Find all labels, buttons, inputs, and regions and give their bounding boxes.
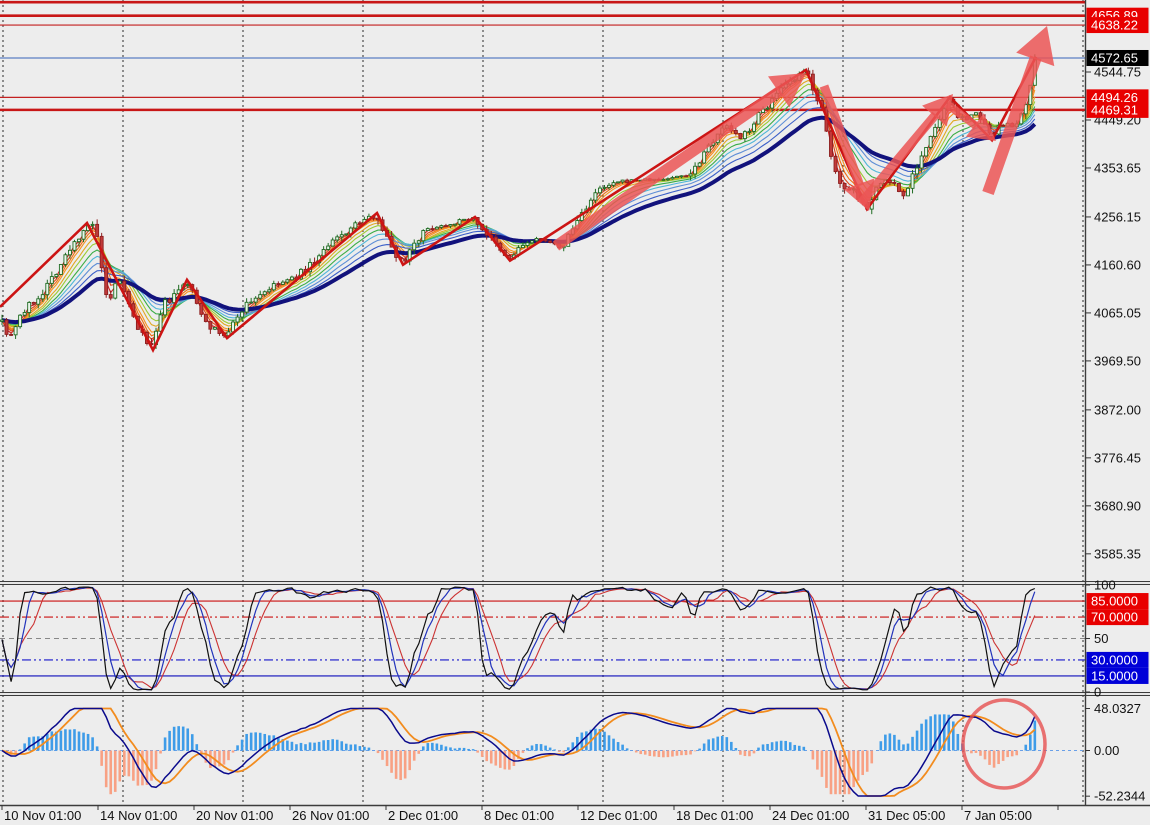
svg-text:3969.50: 3969.50 xyxy=(1094,353,1141,368)
time-label: 31 Dec 05:00 xyxy=(868,808,945,823)
svg-text:0.00: 0.00 xyxy=(1094,743,1119,758)
svg-text:100: 100 xyxy=(1094,578,1116,593)
svg-text:30.0000: 30.0000 xyxy=(1091,652,1138,667)
panel-borders xyxy=(0,0,1150,807)
stoch-panel xyxy=(0,586,1085,691)
trend-arrow[interactable] xyxy=(982,55,1042,195)
price-badge: 4638.22 xyxy=(1091,18,1138,33)
svg-text:4353.65: 4353.65 xyxy=(1094,160,1141,175)
grid-layer xyxy=(2,0,1084,805)
macd-axis[interactable]: 48.0327 0.00 -52.2344 xyxy=(1085,701,1145,804)
time-label: 2 Dec 01:00 xyxy=(388,808,458,823)
time-label: 20 Nov 01:00 xyxy=(196,808,273,823)
circle-annotation[interactable] xyxy=(961,698,1047,790)
svg-text:4160.60: 4160.60 xyxy=(1094,257,1141,272)
trend-arrow[interactable] xyxy=(857,111,940,206)
svg-text:15.0000: 15.0000 xyxy=(1091,668,1138,683)
time-label: 7 Jan 05:00 xyxy=(964,808,1032,823)
svg-text:3585.35: 3585.35 xyxy=(1094,546,1141,561)
svg-text:48.0327: 48.0327 xyxy=(1094,701,1141,716)
time-label: 26 Nov 01:00 xyxy=(292,808,369,823)
svg-text:4256.15: 4256.15 xyxy=(1094,209,1141,224)
time-label: 14 Nov 01:00 xyxy=(100,808,177,823)
price-badge: 4469.31 xyxy=(1091,102,1138,117)
svg-text:4544.75: 4544.75 xyxy=(1094,65,1141,80)
time-label: 18 Dec 01:00 xyxy=(676,808,753,823)
time-label: 12 Dec 01:00 xyxy=(580,808,657,823)
svg-text:50: 50 xyxy=(1094,631,1108,646)
time-label: 24 Dec 01:00 xyxy=(772,808,849,823)
trend-arrow[interactable] xyxy=(552,86,784,251)
trend-arrows[interactable] xyxy=(552,26,1055,251)
svg-text:3872.00: 3872.00 xyxy=(1094,402,1141,417)
svg-text:3776.45: 3776.45 xyxy=(1094,450,1141,465)
trend-arrow[interactable] xyxy=(944,100,979,130)
svg-text:85.0000: 85.0000 xyxy=(1091,594,1138,609)
price-badge: 4572.65 xyxy=(1091,50,1138,65)
price-level-lines[interactable] xyxy=(0,0,1085,112)
svg-text:0: 0 xyxy=(1094,685,1101,700)
price-badge: 4494.26 xyxy=(1091,90,1138,105)
trend-arrow[interactable] xyxy=(819,84,865,188)
svg-text:-52.2344: -52.2344 xyxy=(1094,789,1145,804)
macd-panel xyxy=(0,707,1085,797)
time-axis[interactable]: 10 Nov 01:00 14 Nov 01:00 20 Nov 01:00 26 N… xyxy=(1,805,1059,823)
price-axis[interactable]: 4544.754449.204353.654256.154160.604065.… xyxy=(1085,7,1149,562)
svg-text:70.0000: 70.0000 xyxy=(1091,610,1138,625)
time-label: 8 Dec 01:00 xyxy=(484,808,554,823)
svg-text:3680.90: 3680.90 xyxy=(1094,498,1141,513)
time-label: 10 Nov 01:00 xyxy=(4,808,81,823)
svg-text:4065.05: 4065.05 xyxy=(1094,305,1141,320)
